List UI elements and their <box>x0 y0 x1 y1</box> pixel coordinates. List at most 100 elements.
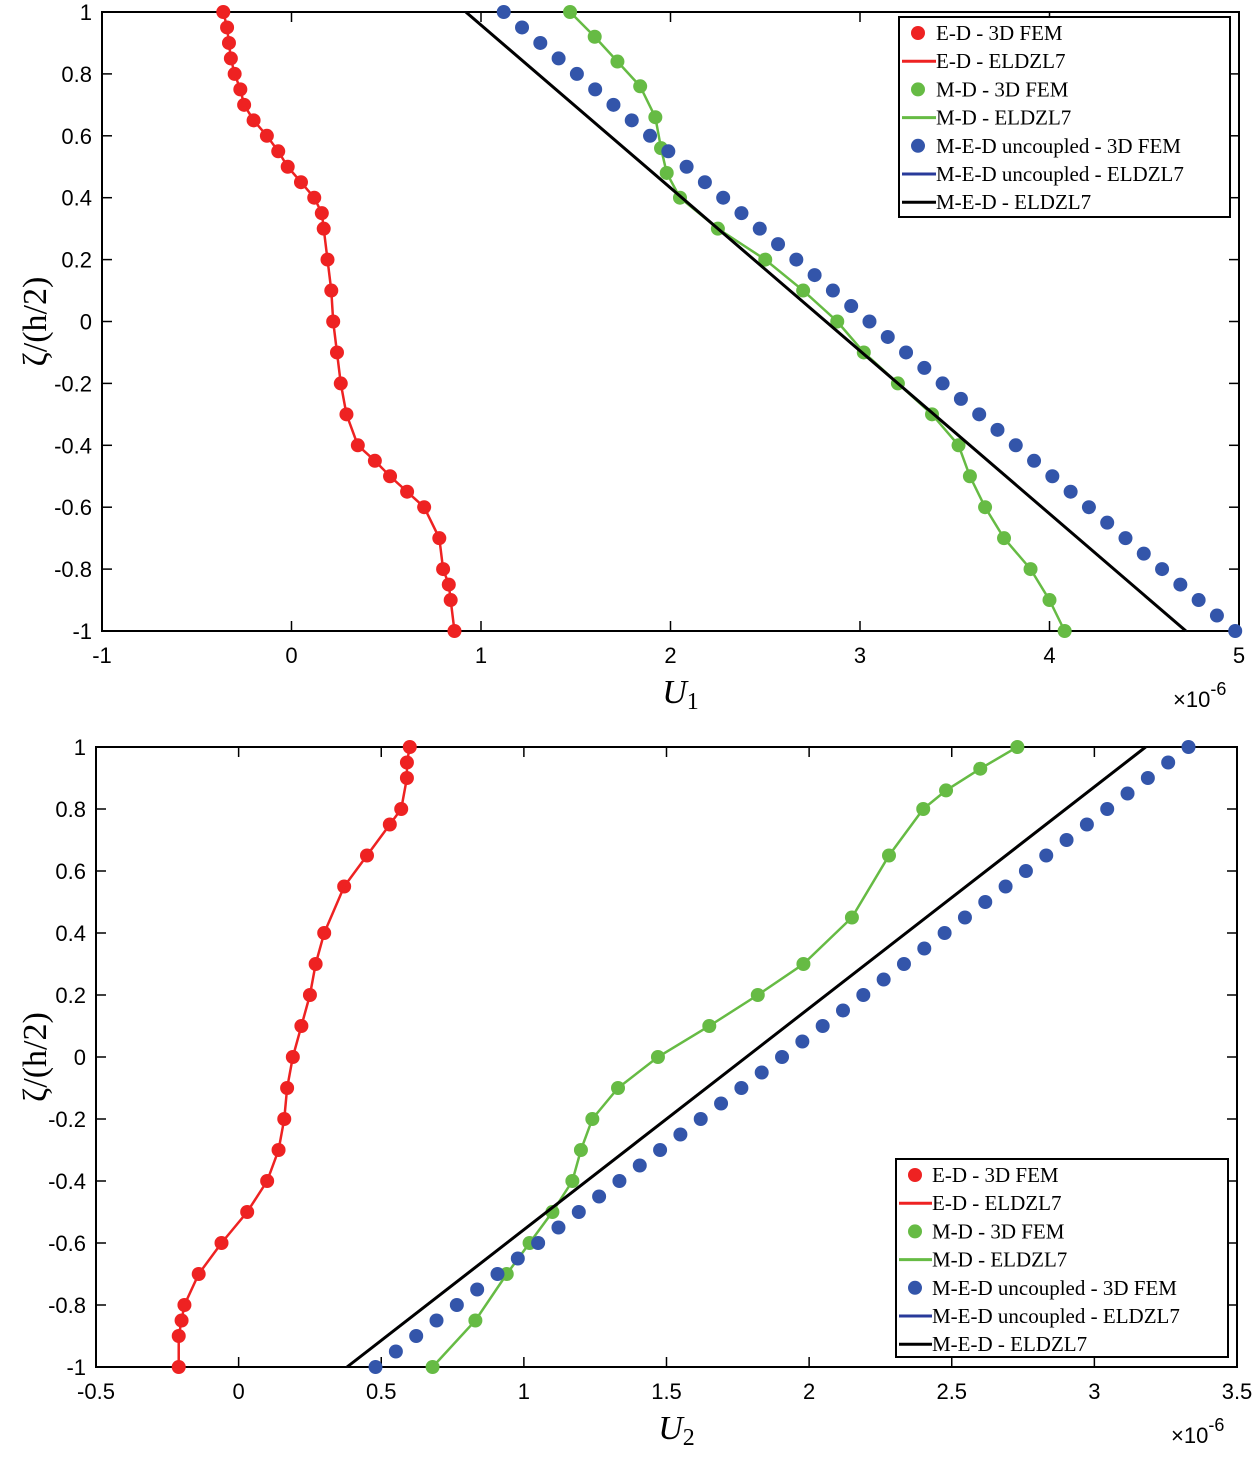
chart-0-point-m-e-d-uncoupled-3d-fem <box>1136 546 1151 561</box>
chart-0-y-tick-label: -0.6 <box>54 495 92 520</box>
chart-1-point-m-e-d-uncoupled-3d-fem <box>1181 740 1196 754</box>
chart-0-y-tick-label: -0.2 <box>54 371 92 396</box>
chart-0-point-m-e-d-uncoupled-3d-fem <box>697 175 712 190</box>
chart-0-point-m-e-d-uncoupled-3d-fem <box>1118 531 1133 546</box>
chart-1-x-tick-label: 3.5 <box>1222 1379 1253 1404</box>
chart-1-point-m-e-d-uncoupled-3d-fem <box>896 957 911 971</box>
chart-u2: -0.5 0 0.5 1 1.5 2 2.5 3 3.5-1-0.8-0.6-0.4-0.200… <box>17 735 1252 1451</box>
chart-0-plot-area <box>216 5 1243 638</box>
chart-1-point-m-e-d-uncoupled-3d-fem <box>957 910 972 925</box>
chart-0-point-m-e-d-uncoupled-3d-fem <box>643 128 658 143</box>
chart-0-y-tick-label: -0.8 <box>54 557 92 582</box>
chart-1-point-m-e-d-uncoupled-3d-fem <box>714 1096 729 1111</box>
chart-1-point-m-e-d-uncoupled-3d-fem <box>917 941 932 956</box>
chart-1-x-exponent-label: ×10-6 <box>1171 1415 1224 1448</box>
chart-1-point-m-e-d-uncoupled-3d-fem <box>571 1205 586 1219</box>
chart-1-x-tick-label: 2.5 <box>936 1379 967 1404</box>
chart-0-legend-entry-label: M-D - 3D FEM <box>936 77 1069 101</box>
chart-0-legend-swatch-marker <box>911 138 925 153</box>
chart-0-x-tick-label: 5 <box>1233 643 1245 668</box>
chart-0-legend-entry-label: M-E-D uncoupled - 3D FEM <box>936 134 1181 158</box>
chart-1-legend-entry-label: M-E-D uncoupled - ELDZL7 <box>932 1304 1180 1328</box>
chart-0-point-m-e-d-uncoupled-3d-fem <box>606 97 621 112</box>
chart-0-point-m-e-d-uncoupled-3d-fem <box>716 190 731 205</box>
chart-1-point-m-e-d-uncoupled-3d-fem <box>551 1220 566 1235</box>
chart-1-point-m-e-d-uncoupled-3d-fem <box>978 895 993 909</box>
chart-1-point-m-e-d-uncoupled-3d-fem <box>388 1344 403 1359</box>
chart-0-point-m-e-d-uncoupled-3d-fem <box>917 360 932 375</box>
chart-0-point-m-e-d-uncoupled-3d-fem <box>935 376 950 391</box>
chart-0-x-tick-label: 2 <box>664 643 676 668</box>
chart-u1: -1 0 1 2 3 4 5-1-0.8-0.6-0.4-0.200.20.40.60.81… <box>17 0 1245 715</box>
chart-1-point-m-e-d-uncoupled-3d-fem <box>734 1081 749 1095</box>
chart-0-point-m-e-d-uncoupled-3d-fem <box>844 299 859 314</box>
chart-0-point-m-e-d-uncoupled-3d-fem <box>515 20 530 35</box>
chart-0-x-axis-label-subscript: 1 <box>687 689 699 715</box>
chart-1-y-tick-label: -1 <box>66 1355 86 1380</box>
chart-1-legend-entry-label: E-D - ELDZL7 <box>932 1191 1061 1215</box>
chart-1-point-m-e-d-uncoupled-3d-fem <box>1161 755 1176 770</box>
chart-1-point-m-e-d-uncoupled-3d-fem <box>1039 848 1054 863</box>
chart-1-point-m-e-d-uncoupled-3d-fem <box>449 1298 464 1312</box>
chart-1-series-line-m-d-eldzl7 <box>431 745 1018 1368</box>
chart-1-point-m-e-d-uncoupled-3d-fem <box>937 926 952 940</box>
chart-1-legend-entry-label: M-E-D uncoupled - 3D FEM <box>932 1276 1177 1300</box>
chart-1-point-m-e-d-uncoupled-3d-fem <box>429 1313 444 1328</box>
chart-1-x-tick-label: -0.5 <box>77 1379 115 1404</box>
chart-0-x-tick-label: 4 <box>1043 643 1055 668</box>
chart-0-point-m-e-d-uncoupled-3d-fem <box>661 144 676 159</box>
chart-0-legend-box <box>898 16 1231 218</box>
chart-1-legend-swatch-marker <box>908 1224 922 1239</box>
chart-1-point-m-e-d-uncoupled-3d-fem <box>693 1112 708 1126</box>
chart-0-point-m-e-d-uncoupled-3d-fem <box>771 237 786 252</box>
chart-0-point-m-e-d-uncoupled-3d-fem <box>734 206 749 221</box>
chart-1-y-tick-label: -0.6 <box>48 1231 86 1256</box>
chart-1-point-m-e-d-uncoupled-3d-fem <box>653 1143 668 1157</box>
chart-0-point-m-e-d-uncoupled-3d-fem <box>825 283 840 298</box>
chart-0-point-m-e-d-uncoupled-3d-fem <box>1027 453 1042 468</box>
chart-0-point-m-e-d-uncoupled-3d-fem <box>862 314 877 329</box>
chart-0-legend: E-D - 3D FEM E-D - ELDZL7 M-D - 3D FEM M-D … <box>898 16 1231 218</box>
chart-0-point-m-e-d-uncoupled-3d-fem <box>752 221 767 236</box>
chart-1-point-m-e-d-uncoupled-3d-fem <box>592 1189 607 1204</box>
chart-1-point-m-e-d-uncoupled-3d-fem <box>1018 864 1033 878</box>
chart-0-point-m-e-d-uncoupled-3d-fem <box>1155 562 1170 577</box>
chart-1-point-m-e-d-uncoupled-3d-fem <box>1079 817 1094 832</box>
chart-0-point-m-e-d-uncoupled-3d-fem <box>953 391 968 406</box>
chart-1-point-m-e-d-uncoupled-3d-fem <box>1100 802 1115 816</box>
chart-0-point-m-e-d-uncoupled-3d-fem <box>807 268 822 283</box>
chart-0-y-axis-label: ζ/(h/2) <box>17 277 54 367</box>
chart-0-series-line-e-d-eldzl7 <box>222 11 456 632</box>
chart-1-series-line-m-e-d-eldzl7 <box>346 745 1147 1369</box>
chart-0-point-m-e-d-uncoupled-3d-fem <box>899 345 914 360</box>
chart-1-x-tick-label: 3 <box>1088 1379 1100 1404</box>
chart-1-legend-entry-label: M-D - ELDZL7 <box>932 1248 1067 1272</box>
chart-1-y-tick-label: -0.2 <box>48 1107 86 1132</box>
chart-0-point-m-e-d-uncoupled-3d-fem <box>533 35 548 50</box>
chart-1-legend-swatch-marker <box>908 1280 922 1295</box>
chart-1-point-m-e-d-uncoupled-3d-fem <box>510 1251 525 1266</box>
chart-0-legend-swatch-marker <box>911 26 925 40</box>
chart-1-x-tick-label: 1 <box>518 1379 530 1404</box>
chart-0-x-tick-label: 0 <box>285 643 297 668</box>
chart-1-point-m-e-d-uncoupled-3d-fem <box>531 1236 546 1250</box>
chart-1-point-m-e-d-uncoupled-3d-fem <box>1140 771 1155 785</box>
chart-1-y-tick-label: 0.8 <box>55 797 86 822</box>
chart-1-legend-box <box>895 1158 1229 1358</box>
chart-1-x-exponent-power: -6 <box>1208 1415 1224 1435</box>
chart-1-point-m-e-d-uncoupled-3d-fem <box>368 1360 383 1374</box>
chart-1-x-tick-label: 0 <box>233 1379 245 1404</box>
chart-0-point-m-e-d-uncoupled-3d-fem <box>880 329 895 344</box>
chart-1-point-m-e-d-uncoupled-3d-fem <box>632 1158 647 1173</box>
chart-1-plot-area <box>171 740 1196 1374</box>
chart-1-point-m-e-d-uncoupled-3d-fem <box>815 1019 830 1033</box>
chart-1-point-m-e-d-uncoupled-3d-fem <box>470 1282 485 1297</box>
chart-1-series-line-e-d-eldzl7 <box>177 746 412 1367</box>
chart-1-point-m-e-d-uncoupled-3d-fem <box>775 1050 790 1064</box>
chart-1-y-tick-label: 0.6 <box>55 859 86 884</box>
chart-0-x-axis-label: U1 <box>662 674 699 715</box>
chart-0-x-tick-label: -1 <box>92 643 112 668</box>
chart-0-point-m-e-d-uncoupled-3d-fem <box>1045 469 1060 484</box>
chart-1-x-tick-label: 2 <box>803 1379 815 1404</box>
